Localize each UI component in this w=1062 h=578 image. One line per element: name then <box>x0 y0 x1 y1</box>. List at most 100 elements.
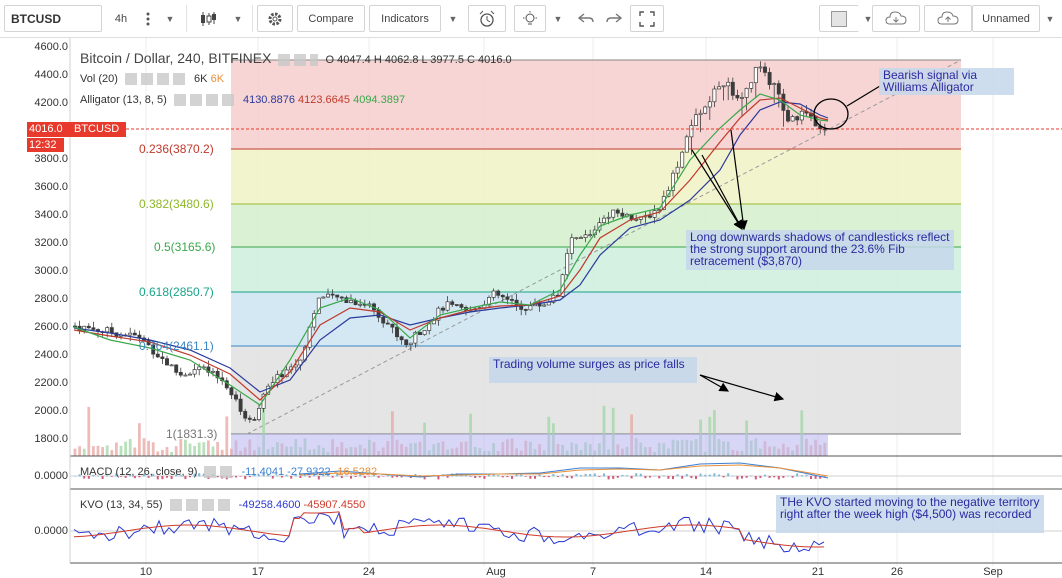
chart-style-button[interactable] <box>192 5 224 32</box>
bearish-signal-note[interactable]: Bearish signal via Williams Alligator <box>879 68 1014 95</box>
volume-bar <box>73 448 77 456</box>
kvo-axis-tick: 0.0000 <box>34 525 68 537</box>
interval-menu-icon[interactable] <box>138 5 158 32</box>
undo-button[interactable] <box>572 5 600 32</box>
macd-histogram-bar <box>74 475 76 477</box>
candle-body <box>721 85 726 88</box>
candle-body <box>712 88 717 103</box>
candle-body <box>436 307 441 321</box>
layout-dropdown[interactable]: ▼ <box>1040 5 1060 32</box>
candle-body <box>86 325 91 329</box>
compare-button[interactable]: Compare <box>297 5 365 32</box>
macd-histogram-bar <box>543 476 546 478</box>
macd-histogram-bar <box>193 473 196 477</box>
kvo-control-icons[interactable] <box>169 499 232 512</box>
macd-histogram-bar <box>285 474 288 477</box>
indicators-dropdown[interactable]: ▼ <box>443 5 463 32</box>
candle-body <box>408 342 413 345</box>
candle-body <box>795 116 800 121</box>
gear-icon <box>268 12 282 25</box>
candle-body <box>441 307 445 311</box>
volume-bar <box>193 446 196 456</box>
candle-body <box>661 196 666 211</box>
load-layout-button[interactable] <box>872 5 920 32</box>
candle-body <box>546 301 551 306</box>
candle-body <box>790 116 795 122</box>
candle-body <box>367 303 372 306</box>
macd-histogram-bar <box>313 475 316 477</box>
candle-body <box>91 327 96 330</box>
alert-button[interactable] <box>468 5 506 32</box>
volume-bar <box>142 438 146 456</box>
volume-bar <box>101 447 104 456</box>
layout-name-button[interactable]: Unnamed <box>972 5 1040 32</box>
macd-histogram-bar <box>235 476 237 478</box>
candle-body <box>307 326 312 348</box>
macd-histogram-bar <box>796 473 799 477</box>
settings-button[interactable] <box>257 5 293 32</box>
candle-body <box>588 234 593 237</box>
macd-histogram-bar <box>133 476 136 479</box>
macd-histogram-bar <box>175 474 178 477</box>
macd-histogram-bar <box>106 475 109 477</box>
series-control-icons[interactable] <box>278 54 319 67</box>
macd-histogram-bar <box>166 476 168 478</box>
macd-label: MACD (12, 26, close, 9) <box>80 466 198 478</box>
macd-histogram-bar <box>819 476 822 479</box>
alligator-jaw-line <box>73 101 829 393</box>
fullscreen-button[interactable] <box>630 5 664 32</box>
replay-button[interactable] <box>514 5 546 32</box>
candlestick-icon <box>201 11 216 26</box>
macd-histogram-bar <box>170 476 173 479</box>
macd-histogram-bar <box>511 476 513 479</box>
indicators-button[interactable]: Indicators <box>369 5 441 32</box>
macd-histogram-bar <box>373 474 375 477</box>
candle-body <box>450 301 455 305</box>
macd-histogram-bar <box>768 476 771 478</box>
color-picker-button[interactable] <box>819 5 859 32</box>
save-layout-button[interactable] <box>924 5 972 32</box>
candle-body <box>454 304 459 306</box>
volume-bar <box>119 445 123 456</box>
macd-histogram-bar <box>667 476 670 479</box>
volume-control-icons[interactable] <box>124 73 187 86</box>
candle-body <box>523 309 528 311</box>
interval-dropdown[interactable]: ▼ <box>160 5 180 32</box>
macd-histogram-bar <box>294 473 297 477</box>
symbol-label: BTCUSD <box>11 11 61 26</box>
candle-body <box>326 293 330 298</box>
shadow-arrow-2 <box>701 154 743 231</box>
macd-histogram-bar <box>368 476 371 477</box>
chart-style-dropdown[interactable]: ▼ <box>228 5 248 32</box>
kvo-value: -49258.4600 <box>238 499 301 511</box>
macd-histogram-bar <box>515 474 518 477</box>
volume-bar <box>225 416 229 456</box>
redo-button[interactable] <box>600 5 628 32</box>
macd-histogram-bar <box>483 476 486 479</box>
candle-body <box>694 114 698 126</box>
macd-histogram-bar <box>350 476 352 479</box>
symbol-search[interactable]: BTCUSD <box>4 5 102 32</box>
macd-histogram-bar <box>340 476 343 479</box>
price-tick: 4200.0 <box>34 97 68 109</box>
time-tick: 14 <box>699 566 713 578</box>
candlestick-shadow-note[interactable]: Long downwards shadows of candlesticks r… <box>686 230 954 270</box>
volume-bar <box>602 405 606 456</box>
alligator-control-icons[interactable] <box>173 94 236 107</box>
alligator-lips-value: 4094.3897 <box>353 94 406 106</box>
candle-body <box>422 330 427 336</box>
kvo-note[interactable]: THe KVO started moving to the negative t… <box>776 495 1044 533</box>
volume-surge-note[interactable]: Trading volume surges as price falls <box>489 357 697 383</box>
macd-histogram-bar <box>101 476 104 480</box>
macd-histogram-bar <box>161 476 164 480</box>
candle-body <box>542 304 547 307</box>
macd-signal-value: -16.5282 <box>333 466 378 478</box>
candle-body <box>390 323 395 328</box>
time-tick: 24 <box>362 566 376 578</box>
interval-button[interactable]: 4h <box>106 5 136 32</box>
macd-control-icons[interactable] <box>204 466 235 479</box>
replay-dropdown[interactable]: ▼ <box>548 5 568 32</box>
candle-body <box>735 95 740 99</box>
alligator-teeth-line <box>73 97 829 401</box>
redo-icon <box>606 12 622 23</box>
